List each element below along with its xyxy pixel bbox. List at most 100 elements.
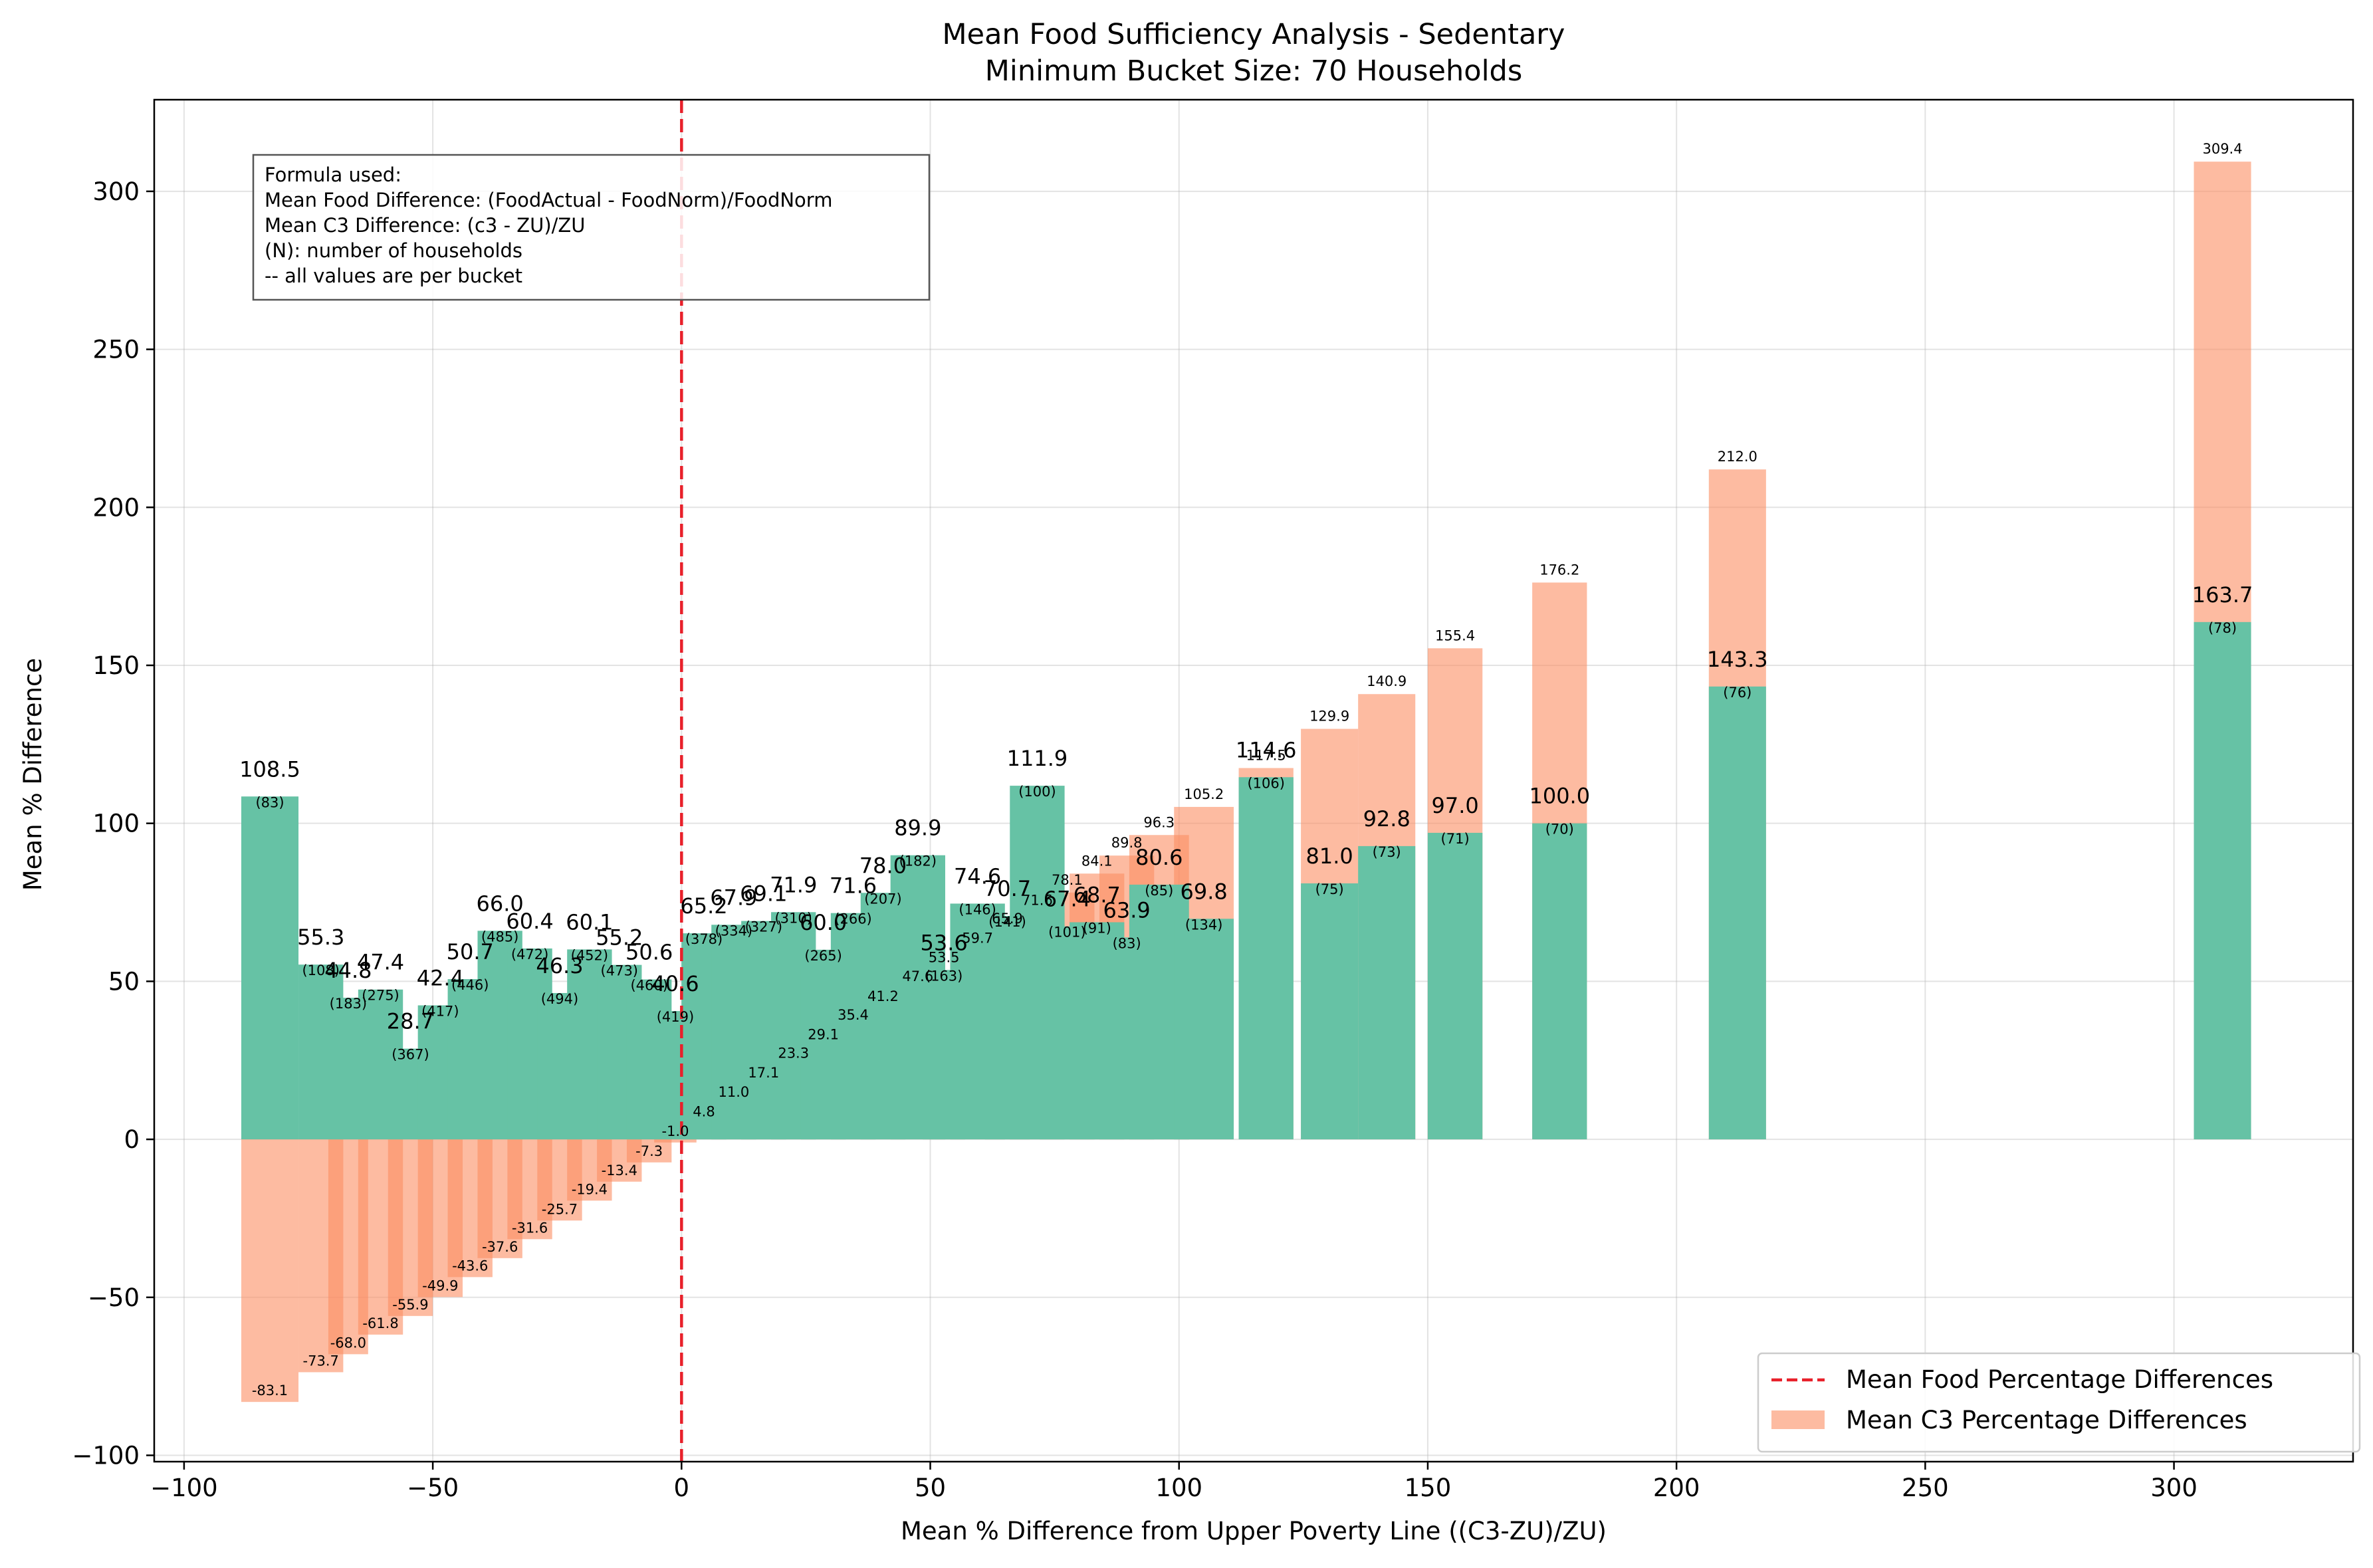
- c3-value-label: -73.7: [303, 1353, 339, 1369]
- x-axis-label: Mean % Difference from Upper Poverty Lin…: [901, 1517, 1607, 1545]
- household-count-label: (275): [362, 988, 399, 1004]
- c3-value-label: 89.8: [1111, 835, 1143, 851]
- chart-subtitle: Minimum Bucket Size: 70 Households: [985, 55, 1522, 88]
- c3-value-label: 11.0: [719, 1084, 750, 1100]
- food-value-label: 53.6: [920, 930, 967, 955]
- food-value-label: 111.9: [1007, 746, 1068, 771]
- c3-value-label: 35.4: [838, 1007, 869, 1023]
- household-count-label: (419): [657, 1009, 694, 1025]
- household-count-label: (70): [1545, 822, 1574, 838]
- food-value-label: 100.0: [1529, 784, 1590, 809]
- food-value-label: 114.6: [1236, 737, 1297, 762]
- household-count-label: (83): [255, 794, 284, 810]
- c3-value-label: 71.6: [1022, 893, 1053, 909]
- c3-value-label: 117.5: [1246, 747, 1286, 763]
- formula-box-frame: [252, 154, 931, 301]
- formula-line: Formula used:: [265, 164, 401, 186]
- plot-area-frame: [153, 98, 2354, 1463]
- c3-value-label: 4.8: [693, 1103, 715, 1119]
- food-value-label: 47.4: [357, 950, 404, 975]
- food-value-label: 97.0: [1431, 793, 1478, 818]
- c3-value-label: 176.2: [1539, 562, 1579, 578]
- food-value-label: 46.3: [536, 953, 583, 978]
- c3-value-label: 140.9: [1367, 673, 1407, 689]
- household-count-label: (446): [451, 977, 489, 993]
- c3-value-label: 309.4: [2202, 141, 2242, 157]
- household-count-label: (207): [864, 891, 901, 907]
- food-bar: [1427, 832, 1483, 1140]
- c3-value-label: -43.6: [452, 1258, 488, 1274]
- x-tick-label: 300: [2150, 1474, 2198, 1502]
- household-count-label: (83): [1113, 935, 1141, 951]
- food-value-label: 81.0: [1306, 843, 1353, 869]
- food-value-label: 63.9: [1103, 897, 1151, 923]
- food-value-label: 65.2: [680, 893, 727, 919]
- household-count-label: (494): [541, 991, 578, 1007]
- x-tick-label: 100: [1155, 1474, 1202, 1502]
- household-count-label: (183): [330, 996, 367, 1012]
- c3-value-label: 129.9: [1309, 709, 1349, 725]
- c3-value-label: -1.0: [661, 1123, 689, 1139]
- y-tick-label: 100: [92, 810, 140, 838]
- food-value-label: 55.2: [596, 925, 643, 951]
- c3-value-label: -37.6: [482, 1239, 518, 1255]
- food-value-label: 92.8: [1363, 806, 1411, 832]
- food-value-label: 69.8: [1181, 879, 1228, 904]
- household-count-label: (73): [1373, 844, 1401, 860]
- x-tick-label: −100: [150, 1474, 218, 1502]
- y-tick-label: −100: [72, 1441, 140, 1470]
- x-tick-label: 250: [1902, 1474, 1949, 1502]
- x-tick-label: 50: [915, 1474, 946, 1502]
- household-count-label: (473): [601, 963, 638, 979]
- household-count-label: (100): [1018, 784, 1056, 800]
- formula-annotation-box: Formula used: Mean Food Difference: (Foo…: [252, 154, 931, 301]
- c3-value-label: -68.0: [330, 1335, 366, 1351]
- c3-bar: [241, 1139, 299, 1402]
- legend: Mean Food Percentage Differences Mean C3…: [1757, 1352, 2361, 1453]
- household-count-label: (265): [804, 948, 842, 964]
- food-value-label: 71.9: [770, 872, 817, 897]
- household-count-label: (108): [302, 962, 339, 978]
- food-value-label: 66.0: [477, 891, 524, 916]
- food-bar: [1301, 883, 1359, 1140]
- formula-line: Mean C3 Difference: (c3 - ZU)/ZU: [265, 214, 586, 237]
- c3-value-label: 105.2: [1184, 786, 1224, 802]
- c3-value-label: 29.1: [808, 1027, 839, 1043]
- c3-value-label: -7.3: [635, 1143, 663, 1159]
- food-value-label: 67.9: [710, 885, 757, 910]
- household-count-label: (485): [481, 929, 518, 945]
- food-value-label: 69.1: [740, 881, 787, 907]
- formula-line: Mean Food Difference: (FoodActual - Food…: [265, 189, 832, 211]
- c3-value-label: 41.2: [867, 988, 899, 1004]
- food-value-label: 89.9: [894, 816, 941, 841]
- c3-value-label: -55.9: [392, 1297, 428, 1313]
- food-value-label: 60.1: [566, 909, 613, 935]
- c3-value-label: 23.3: [778, 1045, 809, 1061]
- household-count-label: (106): [1247, 775, 1284, 791]
- c3-value-label: 84.1: [1081, 853, 1113, 869]
- household-count-label: (182): [899, 853, 937, 869]
- food-bar: [241, 796, 299, 1140]
- food-value-label: 42.4: [417, 966, 464, 991]
- household-count-label: (417): [421, 1004, 459, 1020]
- x-tick-label: 150: [1405, 1474, 1452, 1502]
- c3-value-label: 78.1: [1052, 872, 1083, 888]
- food-value-label: 67.4: [1044, 887, 1091, 912]
- food-value-label: 163.7: [2192, 582, 2253, 608]
- household-count-label: (146): [959, 901, 996, 917]
- food-value-label: 80.6: [1135, 845, 1183, 870]
- food-value-label: 60.4: [506, 909, 553, 934]
- c3-value-label: 53.5: [929, 950, 960, 966]
- household-count-label: (76): [1723, 685, 1752, 701]
- legend-label-c3: Mean C3 Percentage Differences: [1846, 1406, 2247, 1434]
- household-count-label: (266): [834, 911, 871, 927]
- c3-value-label: -13.4: [602, 1163, 637, 1178]
- household-count-label: (472): [511, 947, 548, 962]
- c3-bar: [626, 1139, 672, 1163]
- household-count-label: (367): [392, 1047, 429, 1063]
- household-count-label: (334): [715, 923, 752, 939]
- food-value-label: 78.0: [859, 853, 907, 878]
- household-count-label: (75): [1315, 881, 1344, 897]
- food-bar: [1238, 777, 1294, 1140]
- food-value-label: 28.7: [387, 1009, 434, 1034]
